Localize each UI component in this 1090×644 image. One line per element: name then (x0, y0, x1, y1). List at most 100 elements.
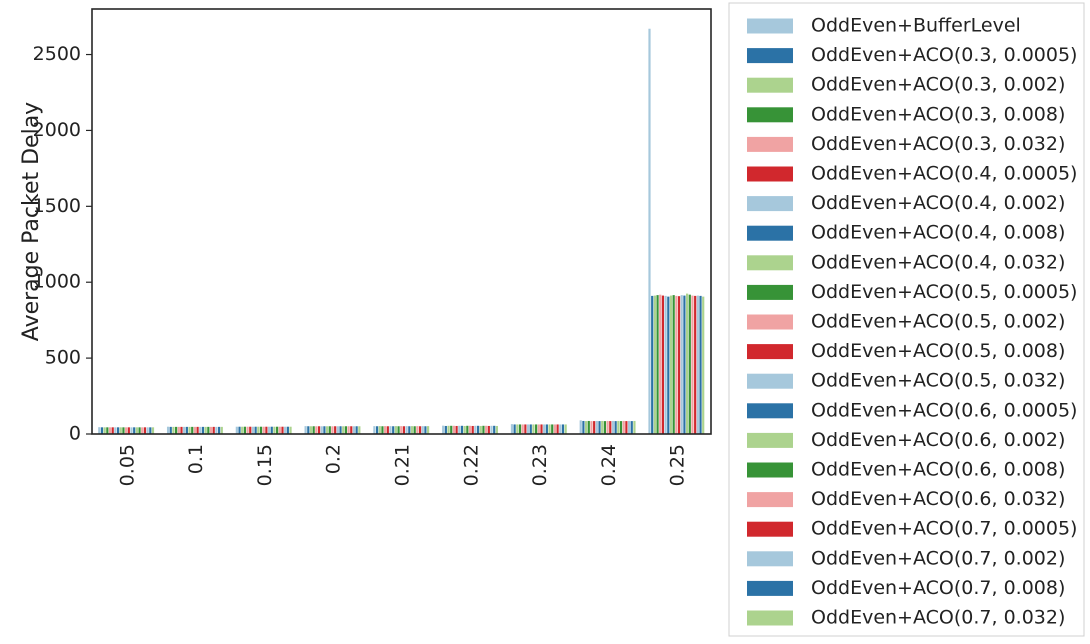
bar (579, 420, 582, 434)
bar (183, 426, 186, 434)
bar (386, 426, 389, 434)
bar (373, 426, 376, 434)
bar (611, 420, 615, 434)
bar (125, 427, 128, 434)
bar (141, 427, 144, 434)
bar (630, 421, 633, 434)
bar (180, 426, 183, 434)
bar (677, 296, 681, 434)
bar (350, 426, 353, 434)
bar (466, 425, 469, 434)
bar (593, 421, 596, 434)
bar (543, 424, 546, 434)
bar (587, 420, 590, 434)
bar (114, 427, 117, 434)
legend-swatch (747, 610, 793, 626)
legend-label: OddEven+ACO(0.5, 0.0005) (811, 281, 1077, 303)
legend-label: OddEven+ACO(0.6, 0.002) (811, 429, 1065, 451)
bar (532, 424, 535, 434)
bar (585, 421, 588, 434)
x-axis-ticks: 0.05 0.1 0.15 0.2 0.21 0.22 0.23 0.24 0.25 (116, 444, 688, 486)
bar (516, 424, 519, 434)
bar (320, 426, 323, 434)
bar (450, 425, 453, 434)
legend-swatch (747, 403, 793, 419)
legend-swatch (747, 521, 793, 537)
legend-swatch (747, 373, 793, 389)
legend-swatch (747, 48, 793, 64)
bar (169, 426, 172, 434)
bar (249, 426, 252, 434)
bar (276, 426, 279, 434)
bar (328, 426, 331, 434)
legend-label: OddEven+ACO(0.4, 0.002) (811, 192, 1065, 214)
bar (487, 425, 490, 434)
bar (561, 424, 565, 434)
bar (614, 421, 617, 434)
bar (235, 426, 238, 434)
bar (598, 421, 601, 434)
bar (479, 425, 482, 434)
bar (553, 424, 557, 434)
legend-swatch (747, 77, 793, 93)
bar (284, 426, 287, 434)
bar (133, 427, 136, 434)
bar (307, 426, 310, 434)
bar (564, 424, 567, 434)
bar (122, 427, 125, 434)
bar (669, 295, 673, 434)
x-tick-label: 0.2 (323, 444, 345, 474)
x-tick-label: 0.23 (529, 444, 551, 486)
bar (254, 426, 257, 434)
bar (98, 427, 101, 434)
bar (375, 426, 379, 434)
bar (444, 425, 447, 434)
bar (661, 295, 665, 434)
legend-label: OddEven+ACO(0.7, 0.008) (811, 577, 1065, 599)
y-tick-label: 1500 (33, 195, 81, 217)
bar (207, 426, 210, 434)
bar (521, 424, 524, 434)
bar (166, 426, 170, 434)
bar (537, 424, 540, 434)
bar (342, 426, 345, 434)
bar (312, 426, 315, 434)
bar (394, 426, 397, 434)
bar (416, 426, 419, 434)
legend-label: OddEven+ACO(0.3, 0.0005) (811, 44, 1077, 66)
legend-label: OddEven+ACO(0.4, 0.0005) (811, 163, 1077, 185)
bar (241, 426, 244, 434)
bar (667, 296, 670, 434)
bar (691, 295, 694, 434)
bar (259, 426, 263, 434)
bar (627, 420, 631, 434)
bar (582, 420, 585, 434)
bar (619, 421, 623, 434)
bar (111, 427, 114, 434)
legend-label: OddEven+ACO(0.5, 0.008) (811, 340, 1065, 362)
y-tick-label: 500 (45, 347, 81, 369)
bar (127, 427, 130, 434)
legend-swatch (747, 344, 793, 360)
bar (529, 424, 532, 434)
bar (392, 426, 395, 434)
bar (273, 426, 276, 434)
bar (485, 425, 488, 434)
legend-swatch (747, 255, 793, 271)
legend-swatch (747, 18, 793, 34)
bar (688, 294, 691, 434)
bar (286, 426, 289, 434)
bar (664, 295, 667, 435)
bar (495, 425, 498, 434)
bar (510, 424, 514, 434)
bar (220, 426, 223, 434)
legend-label: OddEven+ACO(0.5, 0.032) (811, 370, 1065, 392)
bar (100, 427, 104, 434)
bar (526, 424, 530, 434)
bar (447, 425, 450, 434)
bar (675, 295, 678, 435)
x-tick-label: 0.1 (185, 444, 207, 474)
bar (119, 427, 122, 434)
bar (246, 426, 249, 434)
